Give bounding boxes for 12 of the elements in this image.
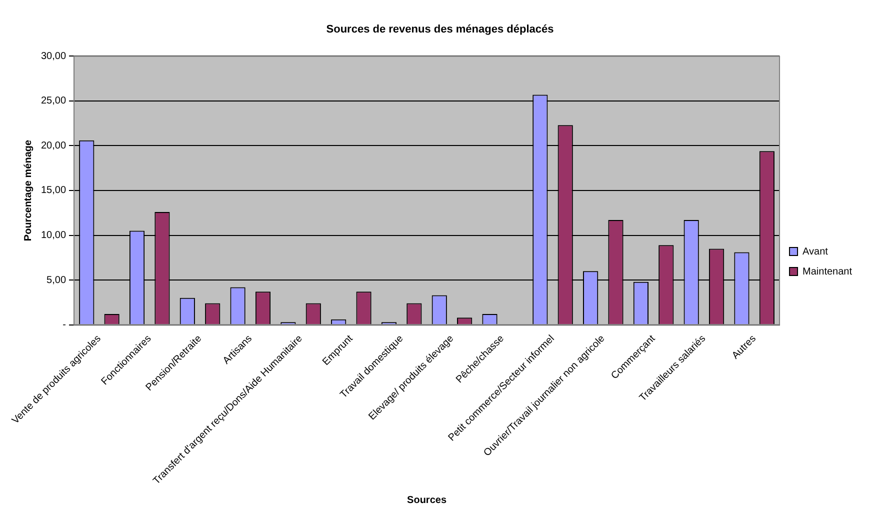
- legend-label: Avant: [802, 246, 828, 258]
- chart-title: Sources de revenus des ménages déplacés: [326, 24, 554, 36]
- legend-label: Maintenant: [802, 266, 852, 278]
- y-tick-label: 25,00: [40, 96, 66, 107]
- x-axis-title: Sources: [407, 494, 447, 506]
- y-tick-label: 20,00: [40, 140, 66, 152]
- y-tick-label: 10,00: [40, 230, 66, 242]
- y-tick-label: 30,00: [40, 50, 66, 62]
- y-tick-label: -: [62, 320, 66, 331]
- y-axis-title: Pourcentage ménage: [22, 139, 34, 242]
- y-tick-label: 5,00: [46, 274, 66, 286]
- y-tick-label: 15,00: [40, 185, 66, 196]
